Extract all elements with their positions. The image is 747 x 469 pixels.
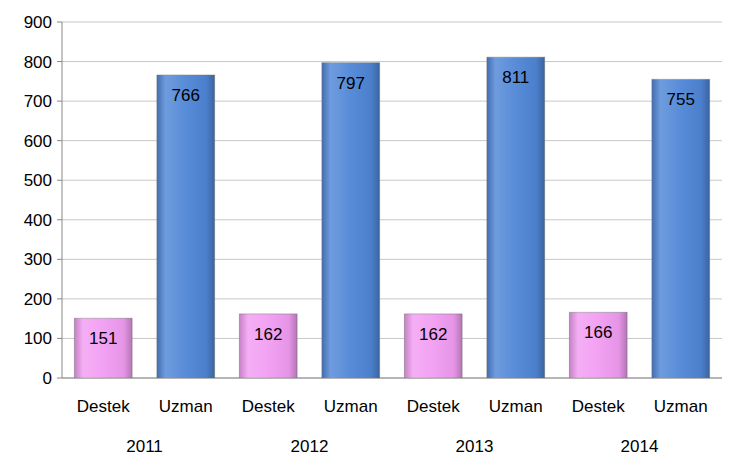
bar <box>74 318 132 378</box>
tick-mark <box>57 378 62 379</box>
data-label: 766 <box>172 86 200 105</box>
bar-shade <box>569 312 627 378</box>
data-label: 162 <box>254 325 282 344</box>
series-label: Destek <box>572 397 625 416</box>
series-label: Destek <box>242 397 295 416</box>
bar <box>652 79 710 378</box>
bar-shade <box>404 314 462 378</box>
data-label: 166 <box>584 323 612 342</box>
tick-label: 300 <box>24 250 52 269</box>
bar-shade <box>487 57 545 378</box>
tick-label: 500 <box>24 171 52 190</box>
series-label: Uzman <box>654 397 708 416</box>
tick-label: 200 <box>24 290 52 309</box>
data-label: 797 <box>337 74 365 93</box>
tick-label: 900 <box>24 13 52 32</box>
series-label: Destek <box>407 397 460 416</box>
tick-mark <box>57 101 62 102</box>
data-label: 151 <box>89 329 117 348</box>
bar <box>404 314 462 378</box>
tick-label: 700 <box>24 92 52 111</box>
bar <box>487 57 545 378</box>
bar <box>569 312 627 378</box>
bar <box>322 63 380 378</box>
tick-mark <box>57 219 62 220</box>
tick-label: 400 <box>24 211 52 230</box>
bar <box>157 75 215 378</box>
series-label: Uzman <box>489 397 543 416</box>
data-label: 755 <box>667 90 695 109</box>
bar-shade <box>652 79 710 378</box>
tick-mark <box>57 259 62 260</box>
tick-mark <box>57 180 62 181</box>
y-axis <box>62 22 63 378</box>
tick-mark <box>57 140 62 141</box>
tick-mark <box>57 61 62 62</box>
tick-mark <box>57 22 62 23</box>
bar-shade <box>239 314 297 378</box>
tick-label: 800 <box>24 53 52 72</box>
data-label: 811 <box>502 68 529 87</box>
category-label: 2012 <box>291 437 329 456</box>
category-label: 2011 <box>126 437 163 456</box>
series-label: Uzman <box>159 397 213 416</box>
grid-line <box>62 22 722 23</box>
bar-shade <box>322 63 380 378</box>
bar-shade <box>74 318 132 378</box>
series-label: Uzman <box>324 397 378 416</box>
tick-label: 100 <box>24 329 52 348</box>
chart: 0 100 200 300 400 500 600 700 800 900 151 Destek 766… <box>0 0 747 469</box>
labels: 151 Destek 766 Uzman 2011 162 Destek 797 Uzman 20… <box>77 68 708 456</box>
bar <box>239 314 297 378</box>
grid: 0 100 200 300 400 500 600 700 800 900 <box>24 13 722 388</box>
series-label: Destek <box>77 397 130 416</box>
bar-shade <box>157 75 215 378</box>
data-label: 162 <box>419 325 447 344</box>
bars <box>74 57 709 378</box>
tick-mark <box>57 338 62 339</box>
tick-mark <box>57 298 62 299</box>
category-label: 2013 <box>456 437 494 456</box>
grid-line <box>62 61 722 62</box>
tick-label: 600 <box>24 132 52 151</box>
tick-label: 0 <box>43 369 52 388</box>
category-label: 2014 <box>621 437 659 456</box>
